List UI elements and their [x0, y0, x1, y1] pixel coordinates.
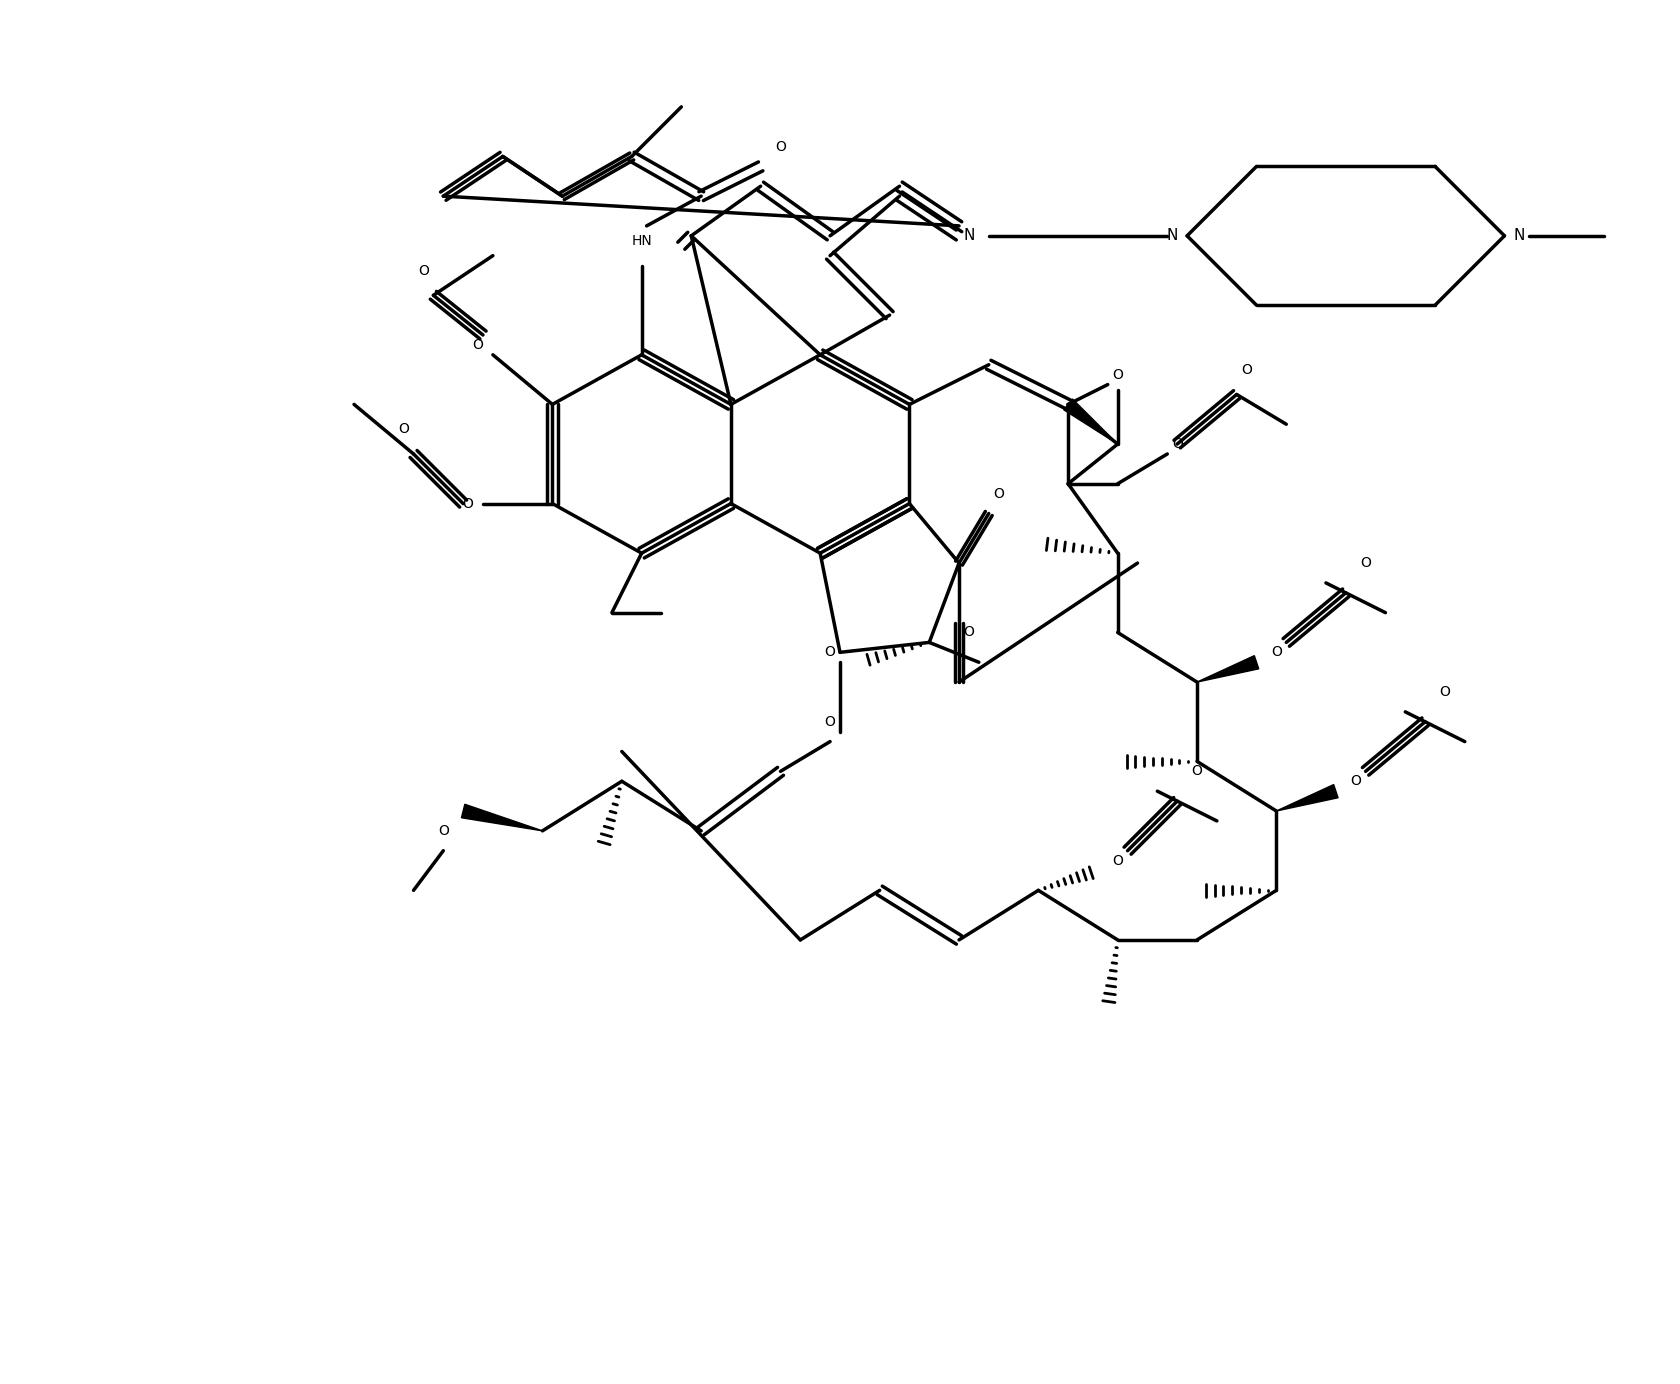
Text: O: O: [398, 422, 408, 436]
Text: O: O: [964, 626, 974, 639]
Text: O: O: [418, 263, 428, 278]
Text: O: O: [472, 338, 484, 352]
Text: O: O: [462, 497, 474, 511]
Text: O: O: [438, 823, 449, 837]
Text: O: O: [1351, 774, 1361, 789]
Text: O: O: [1191, 764, 1203, 778]
Text: O: O: [993, 487, 1005, 501]
Text: O: O: [1112, 854, 1124, 868]
Text: O: O: [1112, 368, 1124, 382]
Text: O: O: [1242, 363, 1252, 376]
Polygon shape: [1198, 656, 1258, 682]
Text: O: O: [1272, 645, 1282, 659]
Polygon shape: [1063, 399, 1117, 444]
Text: HN: HN: [632, 234, 652, 248]
Text: O: O: [825, 645, 835, 659]
Text: O: O: [1361, 556, 1371, 570]
Text: O: O: [1440, 685, 1450, 699]
Text: N: N: [1514, 228, 1525, 244]
Polygon shape: [1277, 785, 1337, 811]
Text: N: N: [1166, 228, 1178, 244]
Text: O: O: [825, 714, 835, 729]
Text: N: N: [963, 228, 974, 244]
Polygon shape: [462, 804, 543, 830]
Text: O: O: [1171, 437, 1183, 451]
Text: O: O: [774, 140, 786, 154]
